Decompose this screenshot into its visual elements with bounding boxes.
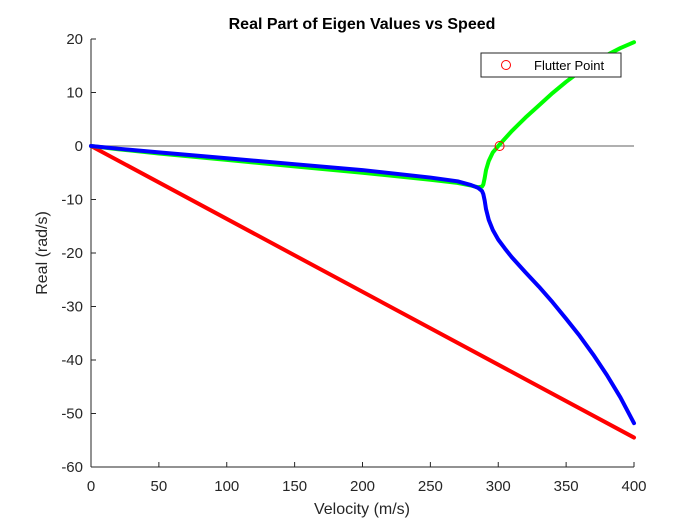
flutter-point-marker [494,141,505,151]
red-series-line [89,144,636,440]
y-tick-label: -30 [61,299,83,316]
legend: Flutter Point [480,52,622,78]
x-tick-label: 0 [87,478,95,495]
x-tick-label: 200 [350,478,375,495]
chart-title: Real Part of Eigen Values vs Speed [229,16,496,33]
x-tick-label: 50 [151,478,168,495]
tick-layer: 0 50 100 150 200 250 300 350 400-60-50-40-30-20-… [61,31,646,495]
y-tick-label: 0 [75,138,83,155]
x-tick-label: 400 [621,478,646,495]
x-axis-title: Velocity (m/s) [314,501,410,518]
y-tick-label: -50 [61,406,83,423]
marker-layer [494,141,505,151]
x-tick-label: 150 [282,478,307,495]
x-tick-label: 300 [486,478,511,495]
legend-marker-flutter-point [501,60,511,70]
y-axis-title: Real (rad/s) [34,211,51,295]
x-tick-label: 350 [554,478,579,495]
y-tick-label: -10 [61,192,83,209]
x-tick-label: 250 [418,478,443,495]
blue-series-line [89,144,636,426]
legend-label-flutter-point: Flutter Point [534,58,604,73]
y-tick-label: -60 [61,459,83,476]
y-tick-label: -40 [61,352,83,369]
legend-box [480,52,622,78]
y-tick-label: 10 [66,85,83,102]
y-tick-label: -20 [61,245,83,262]
x-tick-label: 100 [214,478,239,495]
y-tick-label: 20 [66,31,83,48]
